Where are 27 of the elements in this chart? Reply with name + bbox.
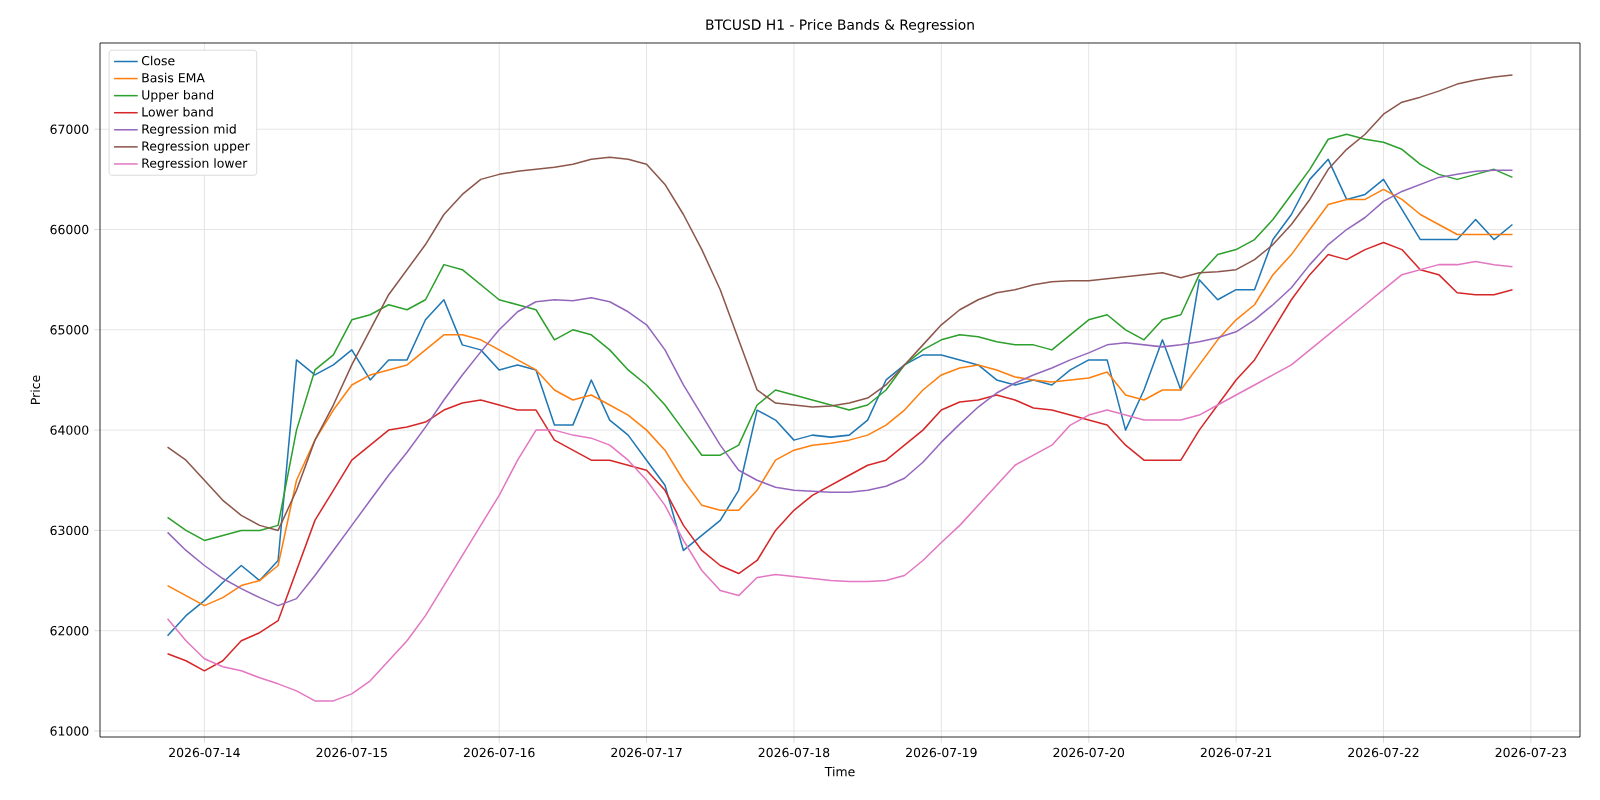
x-tick-label: 2026-07-18 (758, 747, 830, 758)
x-tick-label: 2026-07-22 (1348, 747, 1419, 758)
x-tick-label: 2026-07-15 (316, 747, 387, 758)
legend-label: Close (141, 55, 175, 66)
legend-label: Basis EMA (142, 72, 205, 83)
x-tick-label: 2026-07-16 (463, 747, 535, 758)
legend-label: Regression mid (142, 124, 236, 137)
y-tick-label: 61000 (50, 726, 89, 736)
x-tick-label: 2026-07-19 (906, 747, 977, 758)
x-tick-label: 2026-07-21 (1200, 747, 1272, 758)
legend-label: Regression lower (142, 158, 248, 171)
legend-label: Lower band (142, 106, 213, 117)
x-axis-title: Time (824, 766, 855, 777)
x-tick-label: 2026-07-23 (1495, 747, 1567, 758)
y-tick-label: 63000 (50, 525, 89, 536)
y-tick-label: 65000 (50, 325, 89, 335)
y-tick-label: 66000 (50, 224, 89, 235)
y-tick-label: 62000 (50, 625, 89, 636)
y-tick-label: 67000 (50, 124, 89, 134)
chart-title: BTCUSD H1 - Price Bands & Regression (706, 19, 974, 33)
y-axis-title: Price (30, 375, 41, 404)
x-tick-label: 2026-07-20 (1053, 747, 1125, 758)
legend-label: Upper band (142, 89, 214, 102)
legend-label: Regression upper (142, 141, 250, 154)
x-tick-label: 2026-07-14 (169, 747, 240, 758)
y-tick-label: 64000 (50, 425, 89, 435)
x-tick-label: 2026-07-17 (611, 747, 682, 758)
